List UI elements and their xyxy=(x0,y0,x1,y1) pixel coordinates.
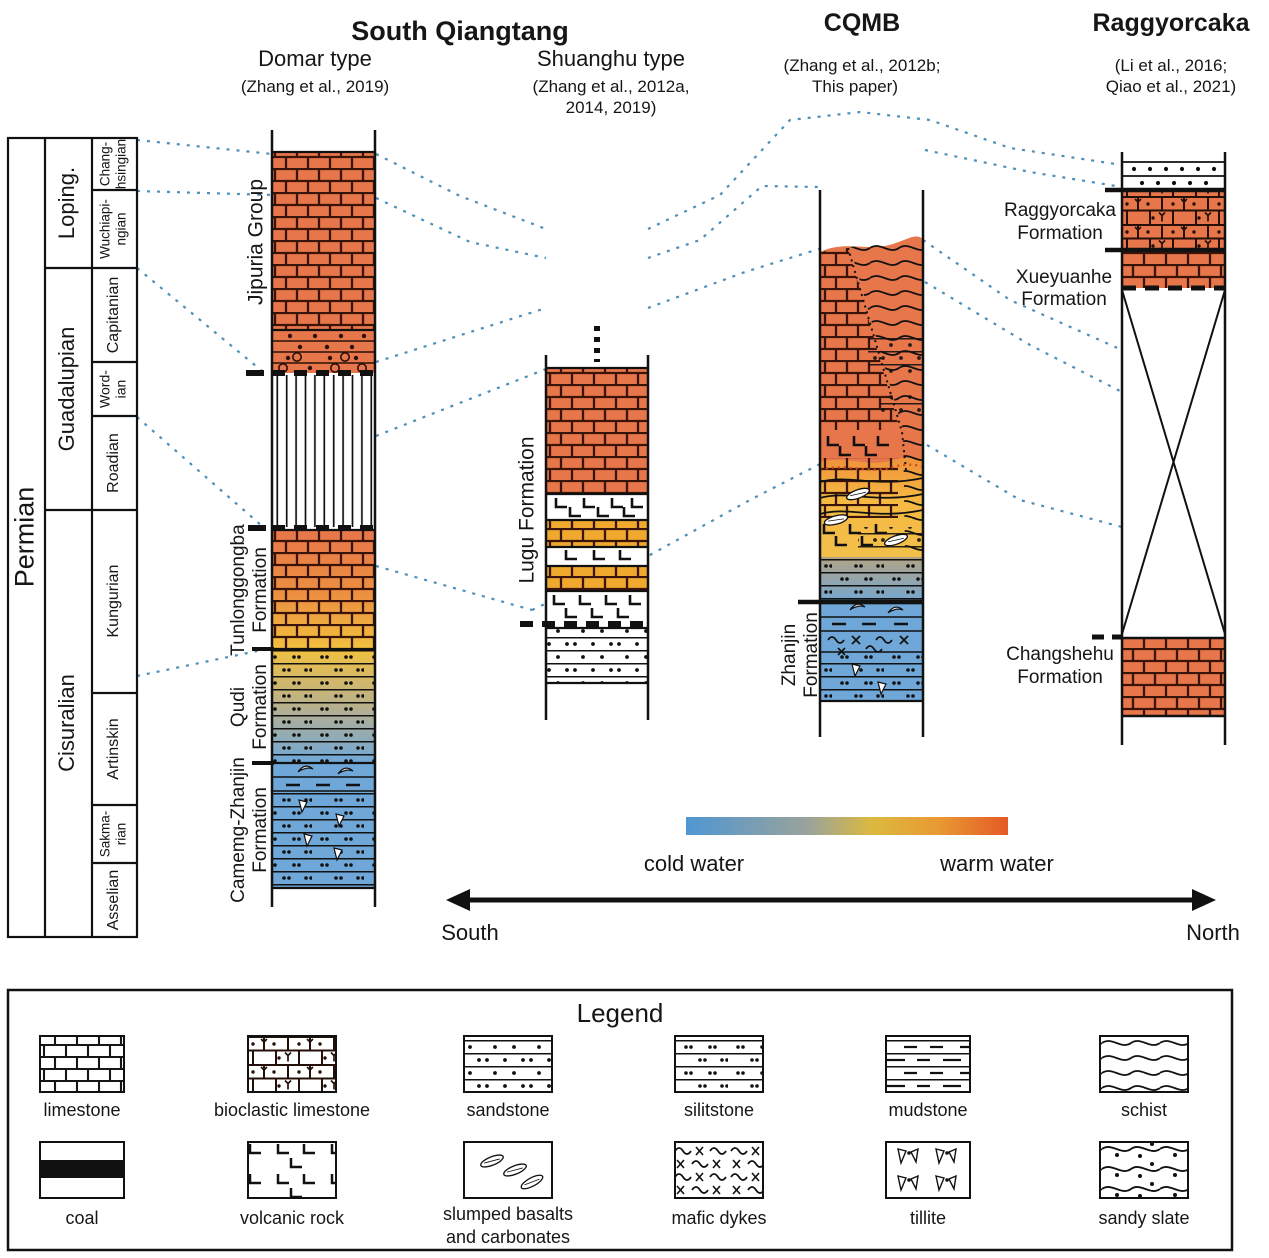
header-shuanghu-type: Shuanghu type xyxy=(537,46,685,71)
formation-label-qudi-1: Qudi xyxy=(228,687,249,727)
legend-swatch-slumped-basalts xyxy=(463,1141,553,1199)
stage-label-wordian-2: ian xyxy=(113,380,129,399)
header-shuanghu-ref-2: 2014, 2019) xyxy=(566,98,657,117)
formation-label-zhanjin-1: Zhanjin xyxy=(779,624,800,686)
legend-label-slumped-1: slumped basalts xyxy=(443,1204,573,1224)
formation-label-changshehu-2: Formation xyxy=(1017,667,1103,688)
header-south-qiangtang: South Qiangtang xyxy=(351,16,568,46)
header-cqmb-ref-2: This paper) xyxy=(812,77,898,96)
legend-swatch-silitstone xyxy=(674,1035,764,1093)
domar-column: Jipuria Group Tunlonggongba Formation Qu… xyxy=(228,130,377,907)
legend-label-coal: coal xyxy=(65,1208,98,1228)
stage-label-wuchiapingian-2: ngian xyxy=(114,212,129,245)
stage-label-wordian-1: Word- xyxy=(97,370,113,408)
legend-swatch-limestone xyxy=(39,1035,125,1093)
formation-label-camemg-zhanjin-1: Camemg-Zhanjin xyxy=(228,757,249,903)
shuanghu-column: Lugu Formation xyxy=(516,326,650,720)
legend-label-sandstone: sandstone xyxy=(466,1100,549,1120)
stage-label-wuchiapingian-1: Wuchiapi- xyxy=(98,199,113,259)
legend: Legend limestone bioclastic limestone sa… xyxy=(6,988,1234,1252)
timescale: Permian Loping. Guadalupian Cisuralian C… xyxy=(6,136,139,939)
stage-label-changhsingian-1: Chang- xyxy=(98,142,113,186)
south-north-arrow: South North xyxy=(441,889,1240,945)
legend-label-silitstone: silitstone xyxy=(684,1100,754,1120)
warm-water-label: warm water xyxy=(939,851,1054,876)
formation-label-zhanjin-2: Formation xyxy=(801,612,822,698)
column-headers: South Qiangtang Domar type (Zhang et al.… xyxy=(241,9,1251,117)
legend-swatch-bioclastic-limestone xyxy=(247,1035,337,1093)
legend-label-tillite: tillite xyxy=(910,1208,946,1228)
legend-swatch-mudstone xyxy=(885,1035,971,1093)
raggyorcaka-column: Raggyorcaka Formation Xueyuanhe Formatio… xyxy=(1004,152,1227,745)
south-label: South xyxy=(441,920,499,945)
legend-swatch-volcanic-rock xyxy=(247,1141,337,1199)
formation-label-qudi-2: Formation xyxy=(250,664,271,750)
correlation-lines xyxy=(136,110,1123,678)
formation-label-tunlonggongba-2: Formation xyxy=(250,547,271,633)
formation-label-jipuria: Jipuria Group xyxy=(245,179,268,305)
header-shuanghu-ref-1: (Zhang et al., 2012a, xyxy=(533,77,690,96)
stage-label-kungurian: Kungurian xyxy=(105,565,122,638)
formation-label-tunlonggongba-1: Tunlonggongba xyxy=(228,524,249,656)
formation-label-raggyorcaka-1: Raggyorcaka xyxy=(1004,200,1116,221)
legend-swatch-sandy-slate xyxy=(1099,1141,1189,1199)
legend-label-mudstone: mudstone xyxy=(888,1100,967,1120)
stage-label-sakmarian-2: rian xyxy=(114,823,129,846)
header-cqmb: CQMB xyxy=(824,9,900,37)
stage-label-artinskin: Artinskin xyxy=(105,718,122,779)
water-temperature-bar: cold water warm water xyxy=(644,817,1054,876)
epoch-label-lopingian: Loping. xyxy=(54,167,79,239)
epoch-label-guadalupian: Guadalupian xyxy=(54,327,79,452)
epoch-label-cisuralian: Cisuralian xyxy=(54,674,79,772)
cold-water-label: cold water xyxy=(644,851,744,876)
header-domar-ref: (Zhang et al., 2019) xyxy=(241,77,389,96)
header-raggyorcaka-ref-1: (Li et al., 2016; xyxy=(1115,56,1227,75)
stage-label-asselian: Asselian xyxy=(105,870,122,930)
formation-label-raggyorcaka-2: Formation xyxy=(1017,223,1103,244)
legend-label-limestone: limestone xyxy=(43,1100,120,1120)
cqmb-column: Zhanjin Formation xyxy=(779,190,925,737)
formation-label-xueyuanhe-2: Formation xyxy=(1021,289,1107,310)
legend-label-sandy: sandy slate xyxy=(1098,1208,1189,1228)
header-raggyorcaka: Raggyorcaka xyxy=(1092,9,1250,37)
legend-swatch-sandstone xyxy=(463,1035,553,1093)
formation-label-xueyuanhe-1: Xueyuanhe xyxy=(1016,267,1112,288)
stage-label-changhsingian-2: hsingian xyxy=(114,139,129,189)
formation-label-changshehu-1: Changshehu xyxy=(1006,644,1114,665)
legend-label-bioclastic: bioclastic limestone xyxy=(214,1100,370,1120)
legend-label-volcanic: volcanic rock xyxy=(240,1208,345,1228)
formation-label-lugu: Lugu Formation xyxy=(516,436,539,583)
header-cqmb-ref-1: (Zhang et al., 2012b; xyxy=(784,56,941,75)
legend-label-schist: schist xyxy=(1121,1100,1167,1120)
legend-swatch-tillite xyxy=(885,1141,971,1199)
stage-label-sakmarian-1: Sakma- xyxy=(98,811,113,858)
header-raggyorcaka-ref-2: Qiao et al., 2021) xyxy=(1106,77,1236,96)
stage-label-capitanian: Capitanian xyxy=(105,277,122,354)
legend-swatch-schist xyxy=(1099,1035,1189,1093)
legend-swatch-mafic-dykes xyxy=(674,1141,764,1199)
legend-label-slumped-2: and carbonates xyxy=(446,1227,570,1247)
legend-title: Legend xyxy=(577,998,664,1028)
formation-label-camemg-zhanjin-2: Formation xyxy=(250,787,271,873)
north-label: North xyxy=(1186,920,1240,945)
legend-swatch-coal xyxy=(39,1141,125,1199)
system-label-permian: Permian xyxy=(10,487,40,588)
stage-label-roadian: Roadian xyxy=(105,433,122,493)
header-domar-type: Domar type xyxy=(258,46,372,71)
legend-label-mafic: mafic dykes xyxy=(671,1208,766,1228)
